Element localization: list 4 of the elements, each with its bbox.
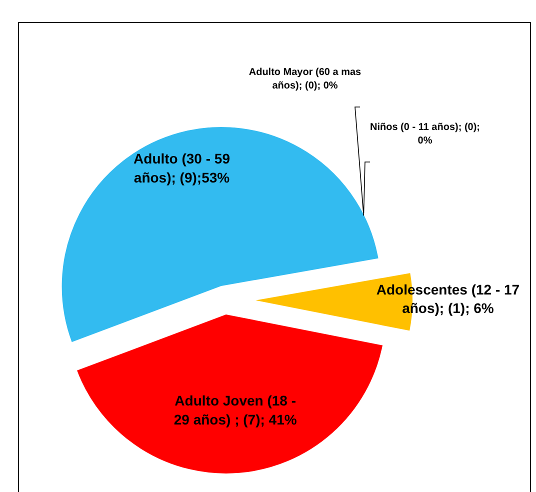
category-label: Niños (0 - 11 años); (0); 0% <box>370 122 480 146</box>
category-label: Adulto Mayor (60 a mas años); (0); 0% <box>248 67 362 92</box>
slice-label: Adulto (30 - 59 años); (9);53% <box>134 150 230 186</box>
slice-label: Adulto Joven (18 - 29 años) ; (7); 41% <box>174 392 298 428</box>
